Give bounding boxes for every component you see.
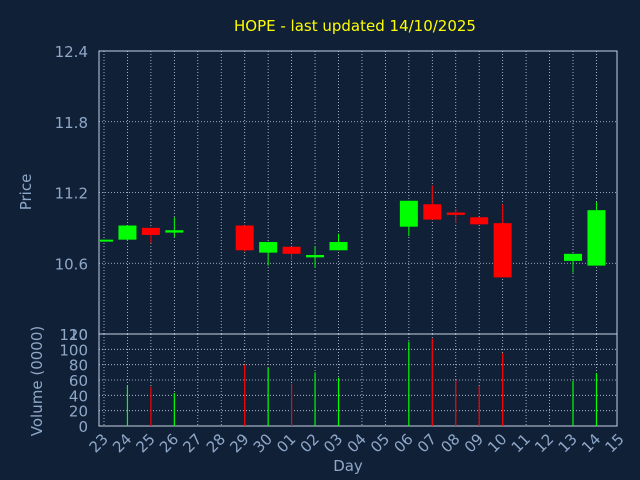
candle-body (399, 200, 418, 227)
volume-tick-label: 120 (59, 326, 88, 344)
x-axis-tick-labels: 2324252627282930010203040506070809101112… (86, 430, 628, 456)
candle-body (329, 242, 348, 251)
price-tick-label: 11.8 (55, 114, 88, 132)
price-y-ticks: 12.4 11.8 11.2 10.6 10 (55, 43, 88, 344)
candle-body (423, 204, 442, 220)
candle-body (141, 227, 160, 235)
candle-body (235, 225, 254, 251)
x-axis-label: Day (333, 457, 363, 475)
candle-body (470, 217, 489, 225)
volume-tick-label: 0 (78, 418, 88, 436)
candle-body (446, 212, 465, 215)
candle-body (282, 246, 301, 254)
candle-body (259, 242, 278, 253)
volume-tick-label: 100 (59, 341, 88, 359)
candle-body (306, 254, 325, 258)
chart-title: HOPE - last updated 14/10/2025 (234, 17, 476, 35)
volume-plot-frame (98, 333, 618, 427)
volume-tick-label: 60 (69, 372, 88, 390)
volume-bars (126, 338, 598, 426)
candle-body (493, 223, 512, 278)
price-tick-label: 11.2 (55, 185, 88, 203)
candle-body (118, 225, 137, 240)
price-tick-label: 12.4 (55, 43, 88, 61)
price-grid (99, 51, 617, 334)
candle-body (587, 210, 606, 266)
volume-tick-label: 40 (69, 387, 88, 405)
candle-body (564, 253, 582, 261)
volume-tick-label: 20 (69, 403, 88, 421)
volume-axis-label: Volume (0000) (28, 326, 46, 436)
candlesticks (100, 185, 606, 278)
price-panel: 12.4 11.8 11.2 10.6 10 Price (17, 43, 618, 344)
price-axis-label: Price (17, 174, 35, 211)
price-tick-label: 10 (69, 326, 88, 344)
candle-body (100, 239, 113, 242)
candle-body (165, 230, 184, 233)
price-tick-label: 10.6 (55, 255, 88, 273)
volume-tick-label: 80 (69, 357, 88, 375)
